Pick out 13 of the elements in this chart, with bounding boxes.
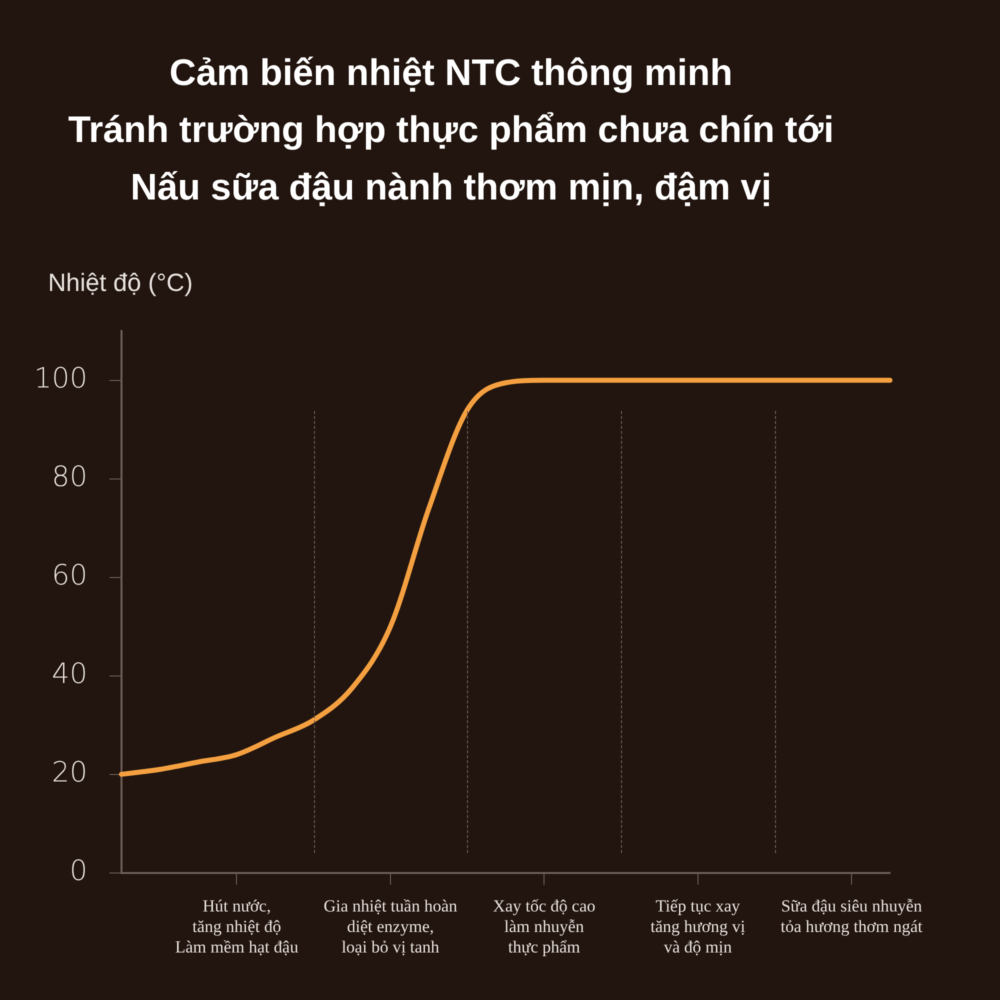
y-tick-label: 100 — [34, 362, 88, 395]
y-tick-label: 0 — [70, 854, 88, 888]
x-tick-label: Hút nước, tăng nhiệt độ Làm mềm hạt đậu — [175, 896, 299, 956]
x-tick-label: Xay tốc độ cao làm nhuyễn thực phẩm — [492, 896, 596, 956]
y-axis-title: Nhiệt độ (°C) — [48, 269, 193, 298]
y-tick-label: 40 — [52, 657, 88, 690]
chart-title: Cảm biến nhiệt NTC thông minh Tránh trường hợp thực phẩm chưa chín tới Nấu sữa đậu nành thơm mịn, đậm vị — [68, 52, 834, 208]
x-tick-label: Gia nhiệt tuần hoàn diệt enzyme, loại bỏ vị tanh — [324, 896, 458, 956]
x-tick-label: Tiếp tục xay tăng hương vị và độ mịn — [650, 896, 746, 956]
y-tick-label: 60 — [52, 558, 88, 592]
y-tick-label: 80 — [52, 460, 88, 494]
y-tick-label: 20 — [52, 756, 88, 789]
x-tick-label: Sữa đậu siêu nhuyễn tỏa hương thơm ngát — [780, 896, 923, 936]
